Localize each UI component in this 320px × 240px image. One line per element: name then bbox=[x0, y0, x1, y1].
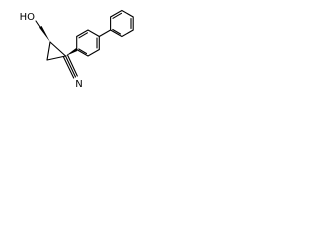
bond bbox=[78, 48, 88, 55]
bond bbox=[64, 55, 77, 78]
ring bbox=[76, 29, 100, 57]
structure: HO N bbox=[20, 9, 134, 90]
bond bbox=[78, 32, 89, 39]
wedge-bond bbox=[65, 48, 78, 56]
bond bbox=[112, 28, 122, 35]
bond bbox=[46, 55, 67, 61]
bond bbox=[46, 41, 51, 61]
bond bbox=[49, 41, 67, 57]
bond bbox=[112, 12, 123, 19]
bond bbox=[62, 56, 75, 79]
atom-label: HO bbox=[20, 12, 36, 23]
bond bbox=[66, 54, 78, 77]
bond bbox=[35, 20, 41, 28]
ring bbox=[110, 9, 134, 38]
wedge-bond bbox=[39, 26, 50, 42]
page: HO N (() => { const data = JSON.parse(do… bbox=[0, 0, 152, 152]
bond bbox=[98, 29, 112, 38]
atom-label: N bbox=[75, 79, 82, 90]
